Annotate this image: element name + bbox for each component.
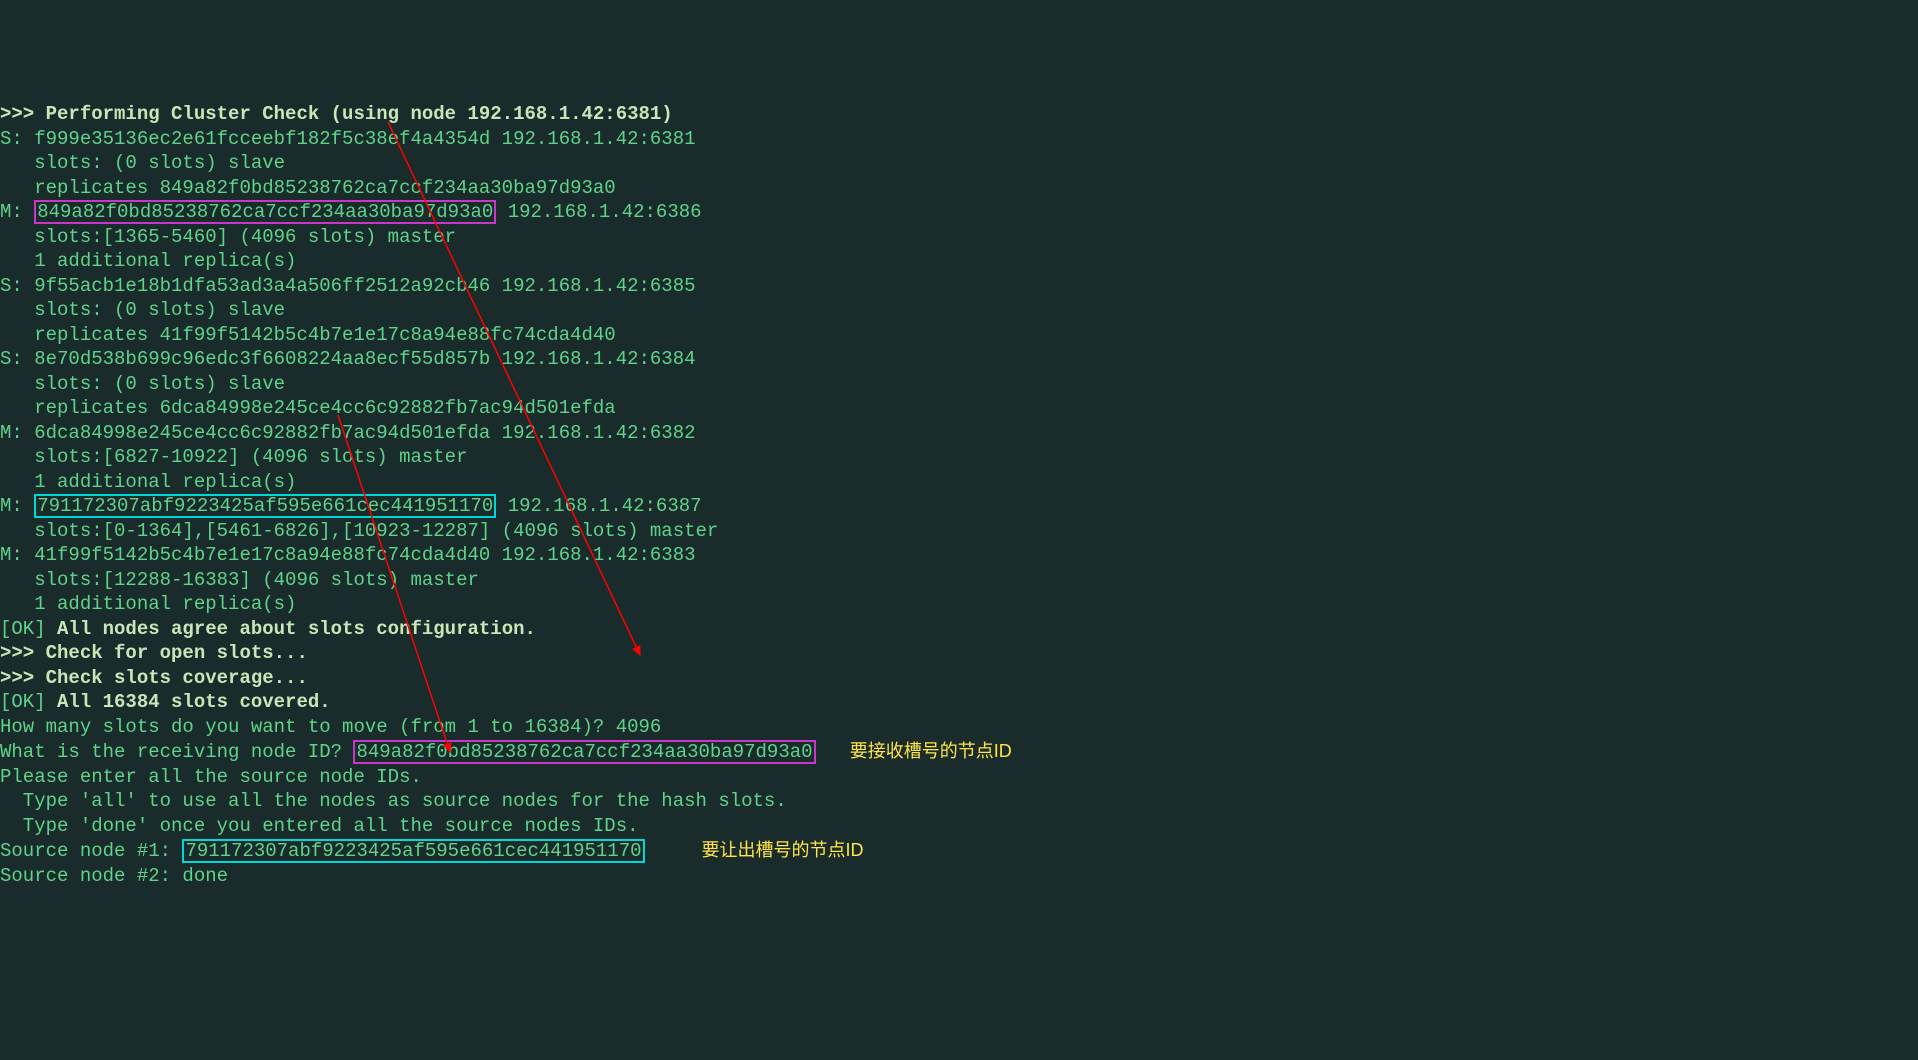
node-line-0: S: f999e35136ec2e61fcceebf182f5c38ef4a43… bbox=[0, 128, 696, 150]
node-line-2: S: 9f55acb1e18b1dfa53ad3a4a506ff2512a92c… bbox=[0, 275, 696, 297]
node-slots-3: slots: (0 slots) slave bbox=[0, 373, 285, 395]
source-node-1-id: 791172307abf9223425af595e661cec441951170 bbox=[182, 839, 644, 863]
node-id-highlight-cyan: 791172307abf9223425af595e661cec441951170 bbox=[34, 494, 496, 518]
ok-nodes-agree-text: All nodes agree about slots configuratio… bbox=[57, 618, 536, 640]
node-slots-6: slots:[12288-16383] (4096 slots) master bbox=[0, 569, 479, 591]
annot-receiving: 要接收槽号的节点ID bbox=[850, 741, 1012, 761]
prompt-source-all: Type 'all' to use all the nodes as sourc… bbox=[0, 790, 787, 812]
check-open-slots: >>> Check for open slots... bbox=[0, 642, 308, 664]
prompt-source-intro: Please enter all the source node IDs. bbox=[0, 766, 422, 788]
annot-source: 要让出槽号的节点ID bbox=[702, 840, 864, 860]
receiving-node-id: 849a82f0bd85238762ca7ccf234aa30ba97d93a0 bbox=[353, 740, 815, 764]
terminal-output: >>> Performing Cluster Check (using node… bbox=[0, 102, 1918, 888]
node-extra-2: replicates 41f99f5142b5c4b7e1e17c8a94e88… bbox=[0, 324, 616, 346]
ok-slots-covered-text: All 16384 slots covered. bbox=[57, 691, 331, 713]
check-slots-coverage: >>> Check slots coverage... bbox=[0, 667, 308, 689]
prompt-receiving-node: What is the receiving node ID? 849a82f0b… bbox=[0, 741, 1012, 763]
node-line-5: M: 791172307abf9223425af595e661cec441951… bbox=[0, 495, 702, 517]
node-extra-0: replicates 849a82f0bd85238762ca7ccf234aa… bbox=[0, 177, 616, 199]
prompt-source-done: Type 'done' once you entered all the sou… bbox=[0, 815, 639, 837]
node-slots-0: slots: (0 slots) slave bbox=[0, 152, 285, 174]
prompt-move-slots: How many slots do you want to move (from… bbox=[0, 716, 661, 738]
node-slots-1: slots:[1365-5460] (4096 slots) master bbox=[0, 226, 456, 248]
node-extra-4: 1 additional replica(s) bbox=[0, 471, 296, 493]
node-slots-2: slots: (0 slots) slave bbox=[0, 299, 285, 321]
prompt-source-node-2: Source node #2: done bbox=[0, 865, 228, 887]
header-line: >>> Performing Cluster Check (using node… bbox=[0, 103, 673, 125]
prompt-source-node-1: Source node #1: 791172307abf9223425af595… bbox=[0, 840, 864, 862]
node-line-3: S: 8e70d538b699c96edc3f6608224aa8ecf55d8… bbox=[0, 348, 696, 370]
node-slots-5: slots:[0-1364],[5461-6826],[10923-12287]… bbox=[0, 520, 718, 542]
node-extra-6: 1 additional replica(s) bbox=[0, 593, 296, 615]
node-extra-1: 1 additional replica(s) bbox=[0, 250, 296, 272]
ok-nodes-agree: [OK] bbox=[0, 618, 57, 640]
ok-slots-covered: [OK] bbox=[0, 691, 57, 713]
node-id-highlight-magenta: 849a82f0bd85238762ca7ccf234aa30ba97d93a0 bbox=[34, 200, 496, 224]
node-extra-3: replicates 6dca84998e245ce4cc6c92882fb7a… bbox=[0, 397, 616, 419]
node-slots-4: slots:[6827-10922] (4096 slots) master bbox=[0, 446, 467, 468]
node-line-4: M: 6dca84998e245ce4cc6c92882fb7ac94d501e… bbox=[0, 422, 696, 444]
node-line-1: M: 849a82f0bd85238762ca7ccf234aa30ba97d9… bbox=[0, 201, 702, 223]
node-line-6: M: 41f99f5142b5c4b7e1e17c8a94e88fc74cda4… bbox=[0, 544, 696, 566]
